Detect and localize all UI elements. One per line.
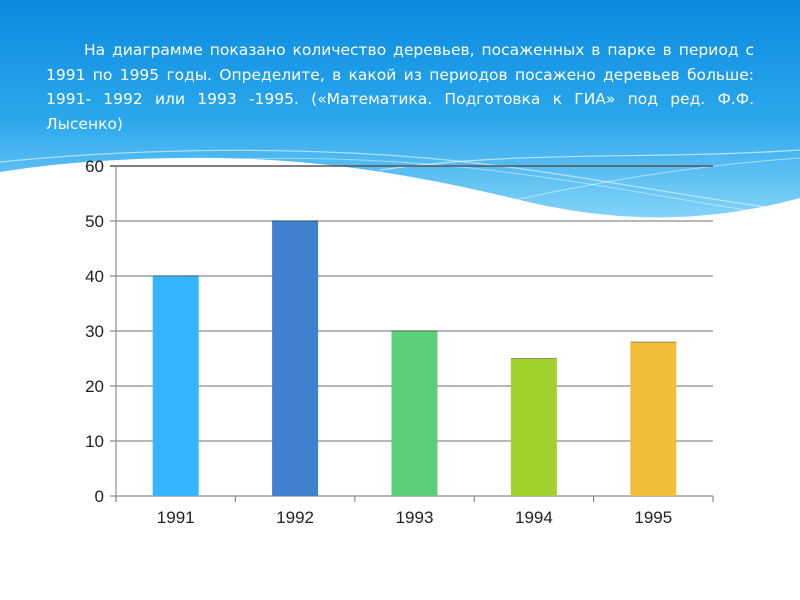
axis-layer xyxy=(115,166,714,502)
x-tick-label: 1992 xyxy=(276,508,314,527)
x-tick-label: 1995 xyxy=(634,508,672,527)
y-tick-label: 0 xyxy=(95,487,104,506)
y-tick-label: 40 xyxy=(85,267,104,286)
bar-1991 xyxy=(152,276,199,496)
x-tick-label: 1994 xyxy=(515,508,553,527)
header-wave-line xyxy=(469,157,800,211)
label-layer: 0 10 20 30 40 50 60 1991 1992 1993 1994 1995 xyxy=(85,157,672,527)
header-wave-line xyxy=(0,149,800,213)
header-wave-background xyxy=(0,0,800,219)
bar-1993 xyxy=(391,331,438,496)
bar-1992 xyxy=(272,221,319,496)
bar-1994 xyxy=(510,358,557,496)
header-wave-fill xyxy=(0,0,800,218)
x-tick-label: 1991 xyxy=(157,508,195,527)
y-tick-label: 60 xyxy=(85,157,104,176)
y-tick-label: 50 xyxy=(85,212,104,231)
y-tick-label: 10 xyxy=(85,432,104,451)
x-tick-label: 1993 xyxy=(396,508,434,527)
y-tick-label: 30 xyxy=(85,322,104,341)
bar-layer xyxy=(152,220,677,496)
header-wave-line xyxy=(0,157,800,219)
bar-1995 xyxy=(630,342,677,496)
problem-text: На диаграмме показано количество деревье… xyxy=(46,41,754,133)
header-wave-line xyxy=(379,149,800,171)
y-tick-label: 20 xyxy=(85,377,104,396)
